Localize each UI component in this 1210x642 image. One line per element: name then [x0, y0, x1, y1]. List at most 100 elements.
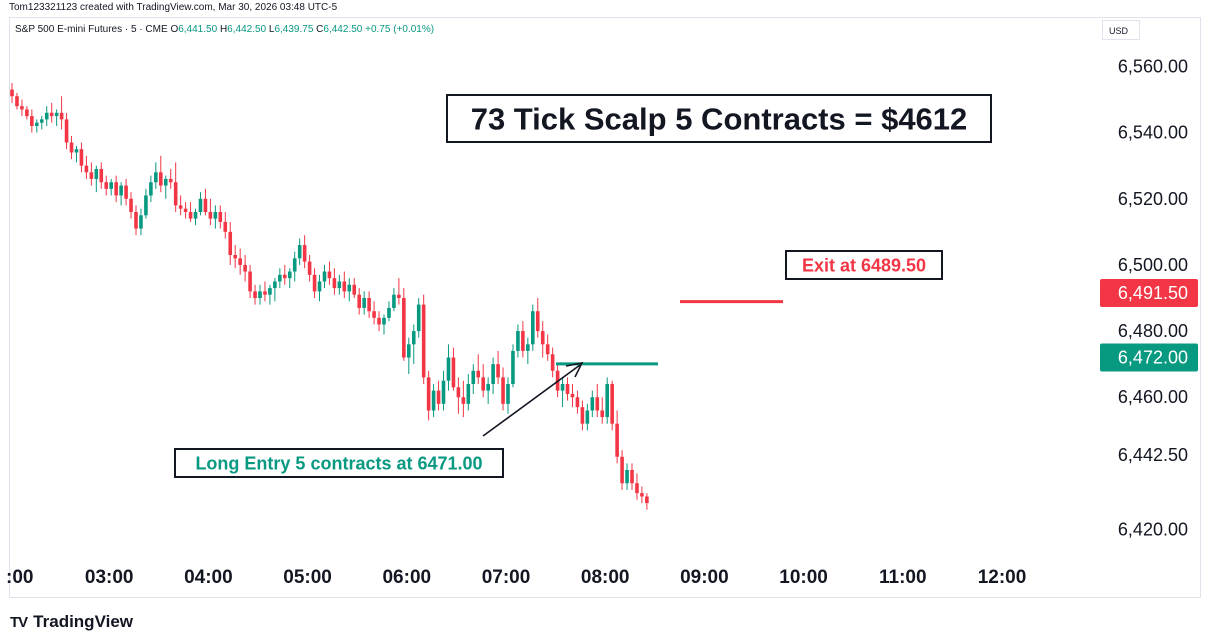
y-tick-label: 6,540.00 — [1118, 123, 1188, 143]
candle-body — [526, 344, 530, 351]
candle-body — [496, 364, 500, 378]
candle-body — [491, 364, 495, 384]
symbol-title: S&P 500 E-mini Futures · 5 · CME — [15, 24, 168, 35]
candle-body — [506, 384, 510, 404]
candle-body — [521, 331, 525, 351]
candle-body — [565, 384, 570, 394]
candle-body — [302, 245, 307, 262]
candle-body — [560, 384, 565, 391]
chart-frame — [9, 17, 1201, 598]
candle-body — [109, 182, 113, 189]
candle-body — [575, 397, 580, 408]
close-value: 6,442.50 — [323, 24, 363, 35]
candle-body — [426, 377, 431, 411]
candle-body — [94, 169, 99, 179]
candle-body — [372, 311, 376, 318]
candle-body — [357, 294, 361, 308]
y-tick-label: 6,442.50 — [1118, 445, 1188, 465]
candle-body — [481, 377, 485, 391]
candle-body — [615, 423, 619, 457]
created-by-text: Tom123321123 created with TradingView.co… — [9, 2, 338, 13]
change-value: +0.75 (+0.01%) — [365, 24, 435, 35]
candle-body — [159, 172, 163, 186]
candle-body — [287, 271, 292, 279]
candle-body — [248, 271, 252, 292]
high-label: H — [219, 24, 228, 35]
x-tick-label: 03:00 — [85, 567, 134, 588]
candle-body — [635, 483, 639, 494]
candle-body — [600, 410, 605, 418]
candle-body — [411, 331, 416, 345]
y-tick-label: 6,560.00 — [1118, 56, 1188, 76]
candle-body — [35, 122, 39, 126]
candle-body — [387, 307, 391, 318]
low-value: 6,439.75 — [274, 24, 314, 35]
exit-annotation: Exit at 6489.50 — [802, 255, 926, 275]
candle-body — [471, 370, 476, 384]
candle-body — [446, 357, 451, 381]
candle-body — [198, 198, 203, 212]
candle-body — [367, 298, 371, 312]
candle-body — [64, 119, 69, 143]
candle-body — [501, 377, 505, 404]
x-tick-label: 10:00 — [779, 567, 828, 588]
candle-body — [332, 278, 337, 289]
candle-body — [213, 212, 218, 219]
candle-body — [605, 384, 609, 418]
candle-body — [39, 119, 44, 123]
candle-body — [49, 112, 54, 117]
x-tick-label: :00 — [6, 567, 33, 588]
symbol-info-bar: S&P 500 E-mini Futures · 5 · CME O6,441.… — [15, 24, 434, 35]
candle-body — [540, 331, 545, 345]
candle-body — [531, 311, 535, 345]
candle-body — [342, 281, 347, 292]
close-label: C — [316, 24, 324, 35]
candle-body — [114, 182, 118, 196]
candle-body — [312, 274, 317, 292]
exit-annotation-box — [785, 250, 943, 280]
headline-annotation-box — [446, 94, 992, 143]
candle-body — [44, 112, 49, 120]
y-tick-label: 6,520.00 — [1118, 189, 1188, 209]
candle-body — [69, 142, 74, 153]
candle-body — [154, 172, 158, 183]
candle-body — [352, 284, 357, 295]
candle-body — [124, 185, 128, 199]
y-tick-label: 6,460.00 — [1118, 387, 1188, 407]
price-label-badge — [1100, 343, 1198, 372]
candle-body — [238, 258, 242, 265]
candle-body — [456, 387, 461, 398]
candle-body — [337, 281, 342, 289]
candle-body — [645, 496, 649, 504]
candle-body — [193, 212, 198, 219]
candle-body — [307, 261, 312, 275]
candle-body — [149, 182, 153, 196]
candle-body — [476, 370, 481, 378]
candle-body — [15, 96, 19, 107]
candle-body — [610, 384, 614, 424]
candle-body — [431, 390, 436, 411]
candle-body — [620, 456, 624, 484]
candle-body — [535, 311, 540, 332]
headline-annotation: 73 Tick Scalp 5 Contracts = $4612 — [471, 102, 968, 137]
candle-body — [183, 208, 188, 212]
candle-body — [362, 298, 366, 308]
candle-body — [377, 317, 381, 325]
tradingview-brand: TradingView — [33, 612, 133, 631]
currency-button[interactable]: USD — [1102, 20, 1140, 40]
candle-body — [278, 274, 282, 282]
candle-body — [243, 264, 247, 272]
candle-body — [625, 470, 629, 484]
x-tick-label: 11:00 — [879, 567, 927, 588]
candle-body — [297, 245, 302, 259]
open-value: 6,441.50 — [178, 24, 218, 35]
candle-body — [99, 169, 104, 183]
candle-body — [25, 109, 29, 117]
candle-body — [292, 258, 297, 272]
candle-body — [402, 298, 406, 358]
candle-body — [233, 255, 237, 259]
candle-body — [397, 294, 401, 298]
candle-body — [79, 149, 84, 166]
candle-body — [139, 215, 143, 229]
